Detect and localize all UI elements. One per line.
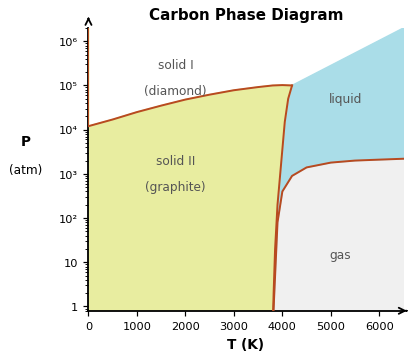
Polygon shape xyxy=(272,29,403,330)
Text: (diamond): (diamond) xyxy=(144,85,207,98)
Title: Carbon Phase Diagram: Carbon Phase Diagram xyxy=(149,8,343,23)
Text: liquid: liquid xyxy=(329,93,362,106)
Text: solid I: solid I xyxy=(158,59,193,71)
Text: (graphite): (graphite) xyxy=(145,181,206,194)
Polygon shape xyxy=(272,29,403,330)
Text: solid II: solid II xyxy=(156,154,195,167)
Text: (atm): (atm) xyxy=(9,163,42,176)
Text: P: P xyxy=(21,135,30,149)
Polygon shape xyxy=(89,29,292,330)
X-axis label: T (K): T (K) xyxy=(227,337,265,351)
Text: gas: gas xyxy=(330,248,351,261)
